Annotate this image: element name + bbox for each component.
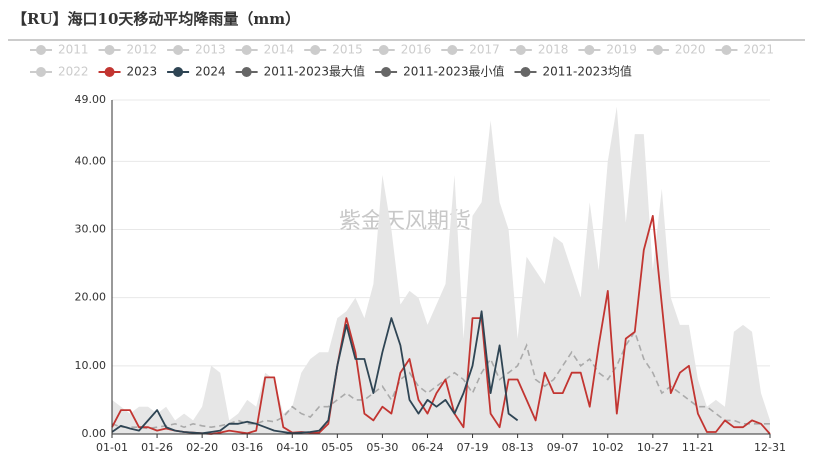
x-tick-label: 12-31	[754, 441, 786, 454]
legend-item[interactable]: 2023	[98, 65, 158, 79]
x-tick-label: 10-27	[637, 441, 669, 454]
legend-label: 2011-2023最小值	[403, 64, 504, 79]
legend-item[interactable]: 2017	[441, 43, 500, 57]
legend-item[interactable]: 2022	[30, 65, 89, 79]
legend-item[interactable]: 2016	[372, 43, 432, 57]
legend-label: 2023	[127, 65, 158, 79]
x-tick-label: 02-20	[186, 441, 218, 454]
watermark: 紫金天风期货	[339, 209, 471, 234]
legend-label: 2020	[675, 43, 706, 57]
y-tick-label: 0.00	[82, 427, 107, 440]
y-tick-label: 30.00	[75, 223, 107, 236]
legend-item[interactable]: 2018	[509, 43, 569, 57]
legend-label: 2015	[332, 43, 363, 57]
legend-marker	[36, 67, 46, 77]
legend-item[interactable]: 2013	[167, 43, 226, 57]
y-tick-label: 40.00	[75, 154, 107, 167]
legend-marker	[515, 45, 526, 55]
legend-marker	[447, 45, 458, 55]
x-tick-label: 10-02	[592, 441, 624, 454]
legend-label: 2016	[401, 43, 432, 57]
x-tick-label: 11-21	[682, 441, 714, 454]
x-tick-label: 08-13	[502, 441, 534, 454]
y-tick-label: 49.00	[75, 93, 107, 106]
legend-marker	[652, 45, 663, 55]
legend-item[interactable]: 2021	[715, 43, 774, 57]
legend-label: 2021	[743, 43, 774, 57]
legend-item[interactable]: 2011-2023最大值	[235, 64, 365, 79]
x-tick-label: 05-05	[321, 441, 353, 454]
legend-marker	[310, 45, 321, 55]
x-tick-label: 06-24	[411, 441, 443, 454]
legend-item[interactable]: 2012	[98, 43, 158, 57]
y-tick-label: 10.00	[75, 359, 107, 372]
x-tick-label: 07-19	[457, 441, 489, 454]
legend-marker	[173, 67, 184, 77]
legend-item[interactable]: 2014	[235, 43, 295, 57]
legend-label: 2011-2023均值	[542, 64, 631, 79]
legend-marker	[173, 45, 184, 55]
chart-title: 【RU】海口10天移动平均降雨量（mm）	[12, 10, 300, 28]
x-tick-label: 01-26	[141, 441, 173, 454]
legend-marker	[378, 45, 389, 55]
legend-label: 2019	[606, 43, 637, 57]
legend-item[interactable]: 2020	[646, 43, 706, 57]
legend-item[interactable]: 2019	[578, 43, 637, 57]
mean-line	[111, 329, 770, 430]
legend-item[interactable]: 2011	[30, 43, 89, 57]
legend-label: 2012	[127, 43, 158, 57]
legend-label: 2018	[538, 43, 569, 57]
legend-label: 2024	[195, 65, 226, 79]
legend-label: 2011	[58, 43, 89, 57]
legend-label: 2017	[469, 43, 500, 57]
series-line	[111, 310, 519, 435]
legend-marker	[241, 45, 252, 55]
x-tick-label: 05-30	[366, 441, 398, 454]
y-tick-label: 20.00	[75, 291, 107, 304]
legend-item[interactable]: 2011-2023均值	[514, 64, 632, 79]
legend-marker	[104, 67, 115, 77]
legend-label: 2013	[195, 43, 226, 57]
legend-label: 2014	[264, 43, 295, 57]
legend-item[interactable]: 2011-2023最小值	[375, 64, 504, 79]
max-area	[112, 106, 770, 435]
legend-item[interactable]: 2015	[304, 43, 363, 57]
legend-label: 2011-2023最大值	[264, 64, 365, 79]
legend-marker	[520, 67, 531, 77]
legend-item[interactable]: 2024	[167, 65, 226, 79]
legend-label: 2022	[58, 65, 89, 79]
legend-marker	[584, 45, 595, 55]
x-tick-label: 09-07	[547, 441, 579, 454]
series-line	[111, 215, 771, 435]
x-tick-label: 01-01	[96, 441, 128, 454]
legend-marker	[241, 67, 252, 77]
x-tick-label: 03-16	[231, 441, 263, 454]
legend-marker	[36, 45, 46, 55]
legend-marker	[721, 45, 732, 55]
legend-marker	[381, 67, 392, 77]
legend-marker	[104, 45, 115, 55]
x-tick-label: 04-10	[276, 441, 308, 454]
